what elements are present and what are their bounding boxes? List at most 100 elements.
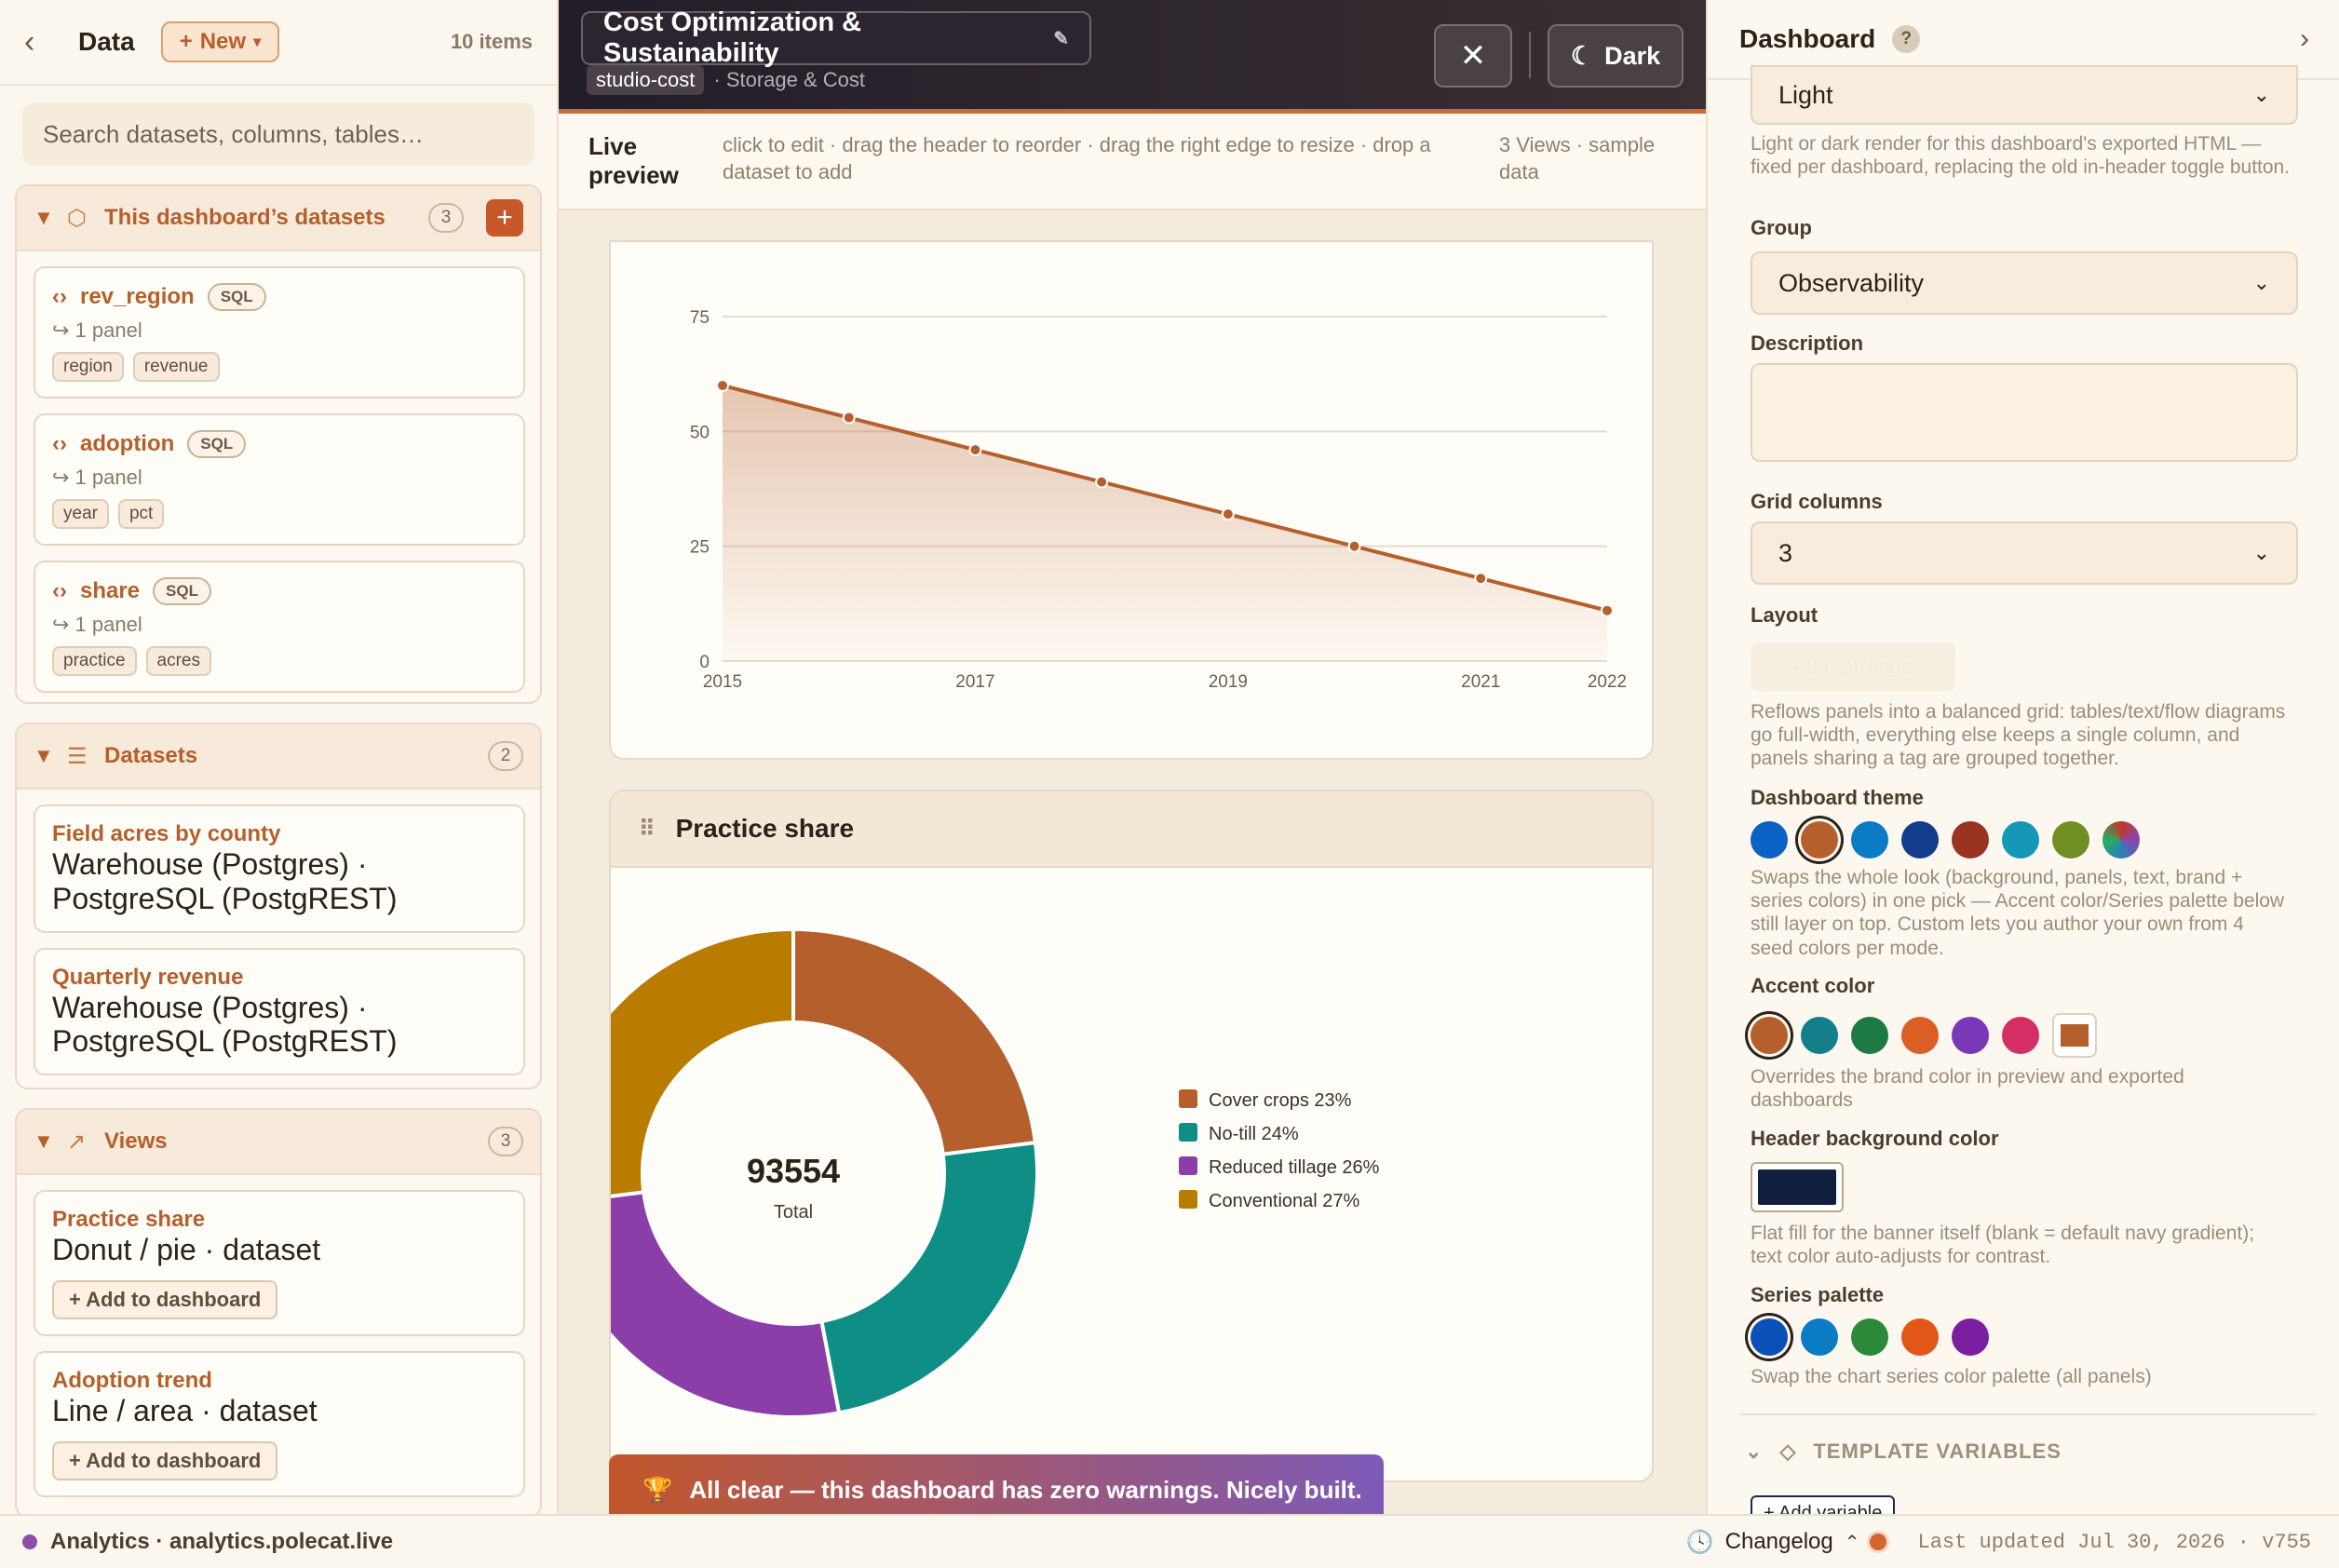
header-bg-color-picker[interactable] xyxy=(1751,1162,1844,1212)
legend-label: Reduced tillage 26% xyxy=(1209,1157,1380,1178)
view-card[interactable]: Practice share Donut / pie · dataset + Add… xyxy=(34,1190,525,1336)
dataset-card[interactable]: ‹› share SQL ↪ 1 panel practice acres xyxy=(34,561,525,693)
section-header[interactable]: ▼ ☰ Datasets 2 xyxy=(17,724,540,790)
description-label: Description xyxy=(1751,331,1864,355)
color-swatch[interactable] xyxy=(1851,1318,1888,1356)
dataset-card[interactable]: Quarterly revenue Warehouse (Postgres) · … xyxy=(34,947,525,1076)
dataset-name-row: ‹› adoption SQL xyxy=(52,430,507,458)
add-to-dashboard-button[interactable]: + Add to dashboard xyxy=(52,1279,278,1319)
donut-chart: 93554 Total Cover crops 23% No-till 24% Redu… xyxy=(611,926,1380,1419)
color-swatch[interactable] xyxy=(1801,1017,1838,1054)
donut-slice xyxy=(611,1190,842,1419)
expand-triangle-icon[interactable]: ▼ xyxy=(34,206,54,229)
changelog-link[interactable]: Changelog xyxy=(1724,1529,1833,1554)
add-variable-button[interactable]: + Add variable xyxy=(1751,1495,1896,1514)
new-button[interactable]: + New ▾ xyxy=(160,21,280,62)
color-swatch[interactable] xyxy=(1952,1318,1989,1356)
adoption-panel[interactable]: 0 25 50 75 2015 2017 2019 2021 2022 xyxy=(609,240,1654,760)
custom-theme-swatch[interactable] xyxy=(2102,821,2140,858)
view-card[interactable]: Adoption trend Line / area · dataset + Add… xyxy=(34,1350,525,1497)
expand-triangle-icon[interactable]: ▼ xyxy=(34,744,54,767)
practice-share-panel[interactable]: ⠿ Practice share 93554 Total Cover crops 23… xyxy=(609,790,1654,1482)
legend-label: Conventional 27% xyxy=(1209,1191,1360,1211)
series-help: Swap the chart series color palette (all… xyxy=(1751,1366,2152,1387)
color-swatch[interactable] xyxy=(1751,821,1788,858)
header-bg-help: Flat fill for the banner itself (blank =… xyxy=(1751,1223,2255,1268)
color-swatch[interactable] xyxy=(1751,1017,1788,1054)
collapse-chevron-icon[interactable]: ‹ xyxy=(24,23,35,60)
color-swatch[interactable] xyxy=(1751,1318,1788,1356)
collapse-right-chevron-icon[interactable]: › xyxy=(2300,23,2309,54)
color-swatch[interactable] xyxy=(1851,1017,1888,1054)
live-preview-hint: click to edit · drag the header to reord… xyxy=(723,133,1431,183)
sidebar-title: Data xyxy=(78,27,135,56)
add-to-dashboard-button[interactable]: + Add to dashboard xyxy=(52,1440,278,1480)
template-variables-toggle[interactable]: ⌄ ◇ TEMPLATE VARIABLES xyxy=(1745,1440,2062,1464)
code-icon: ‹› xyxy=(52,431,67,456)
view-desc: Donut / pie · dataset xyxy=(52,1233,321,1266)
datasets-section: ▼ ☰ Datasets 2 Field acres by county Ware… xyxy=(15,723,542,1089)
color-swatch[interactable] xyxy=(1952,1017,1989,1054)
search-input[interactable]: Search datasets, columns, tables… xyxy=(22,102,534,166)
add-dataset-button[interactable]: + xyxy=(486,199,523,237)
expand-triangle-icon[interactable]: ▼ xyxy=(34,1129,54,1153)
new-button-label: New xyxy=(199,29,247,54)
dataset-card[interactable]: ‹› adoption SQL ↪ 1 panel year pct xyxy=(34,413,525,546)
group-select[interactable]: Observability ⌄ xyxy=(1751,251,2298,315)
y-tick-label: 75 xyxy=(690,308,710,328)
dataset-title: Field acres by county xyxy=(52,821,281,846)
x-tick-label: 2022 xyxy=(1588,672,1627,692)
column-chip: region xyxy=(52,352,124,382)
code-icon: ‹› xyxy=(52,578,67,603)
donut-slice xyxy=(611,926,795,1198)
dashboard-title-field[interactable]: Cost Optimization & Sustainability ✎ xyxy=(581,7,1091,68)
color-swatch[interactable] xyxy=(2002,1017,2039,1054)
help-icon[interactable]: ? xyxy=(1892,25,1921,53)
color-swatch[interactable] xyxy=(1851,821,1888,858)
dataset-card[interactable]: ‹› rev_region SQL ↪ 1 panel region revenue xyxy=(34,266,525,399)
toast-text: All clear — this dashboard has zero warn… xyxy=(689,1475,1362,1504)
pencil-icon[interactable]: ✎ xyxy=(1053,28,1069,49)
color-swatch[interactable] xyxy=(1801,821,1838,858)
custom-accent-picker[interactable] xyxy=(2052,1013,2097,1058)
chevron-down-icon: ▾ xyxy=(253,34,262,50)
grid-columns-select[interactable]: 3 ⌄ xyxy=(1751,521,2298,585)
items-count: 10 items xyxy=(450,30,533,53)
section-header[interactable]: ▼ ⬡ This dashboard’s datasets 3 + xyxy=(17,186,540,251)
chevron-up-icon[interactable]: ⌃ xyxy=(1844,1532,1860,1553)
color-swatch[interactable] xyxy=(1901,1017,1939,1054)
color-swatch[interactable] xyxy=(1901,821,1939,858)
dark-label: Dark xyxy=(1604,41,1661,70)
color-swatch[interactable] xyxy=(1801,1318,1838,1356)
donut-slice xyxy=(819,1140,1039,1415)
data-point xyxy=(1221,507,1235,521)
color-swatch[interactable] xyxy=(1952,821,1989,858)
close-button[interactable]: ✕ xyxy=(1434,24,1512,88)
panel-header[interactable]: ⠿ Practice share xyxy=(611,791,1652,868)
dataset-name: adoption xyxy=(79,431,175,456)
theme-mode-select[interactable]: Light ⌄ xyxy=(1751,65,2298,125)
accent-swatches xyxy=(1751,1013,2097,1058)
donut-total-label: Total xyxy=(774,1202,813,1223)
moon-icon: ☾ xyxy=(1570,41,1594,70)
color-swatch[interactable] xyxy=(2002,821,2039,858)
color-swatch[interactable] xyxy=(2052,821,2089,858)
tag-icon: ◇ xyxy=(1779,1440,1797,1463)
dashboard-settings-panel: Dashboard ? › Light ⌄ Light or dark rende… xyxy=(1706,0,2339,1514)
dark-mode-button[interactable]: ☾ Dark xyxy=(1548,24,1683,88)
chevron-down-icon: ⌄ xyxy=(2252,271,2270,294)
color-swatch[interactable] xyxy=(1901,1318,1939,1356)
column-chip: pct xyxy=(117,499,165,529)
theme-mode-value: Light xyxy=(1778,80,1833,109)
section-header[interactable]: ▼ ↗ Views 3 xyxy=(17,1110,540,1175)
trend-icon: ↗ xyxy=(67,1129,87,1155)
code-icon: ‹› xyxy=(52,284,67,309)
section-title: Datasets xyxy=(104,743,198,768)
drag-handle-icon[interactable]: ⠿ xyxy=(639,816,656,842)
auto-arrange-button[interactable]: Auto-arrange xyxy=(1751,642,1955,691)
description-textarea[interactable] xyxy=(1751,363,2298,462)
dataset-card[interactable]: Field acres by county Warehouse (Postgres… xyxy=(34,804,525,933)
layout-label: Layout xyxy=(1751,603,1818,627)
legend-swatch xyxy=(1179,1156,1197,1175)
x-tick-label: 2017 xyxy=(955,672,994,692)
